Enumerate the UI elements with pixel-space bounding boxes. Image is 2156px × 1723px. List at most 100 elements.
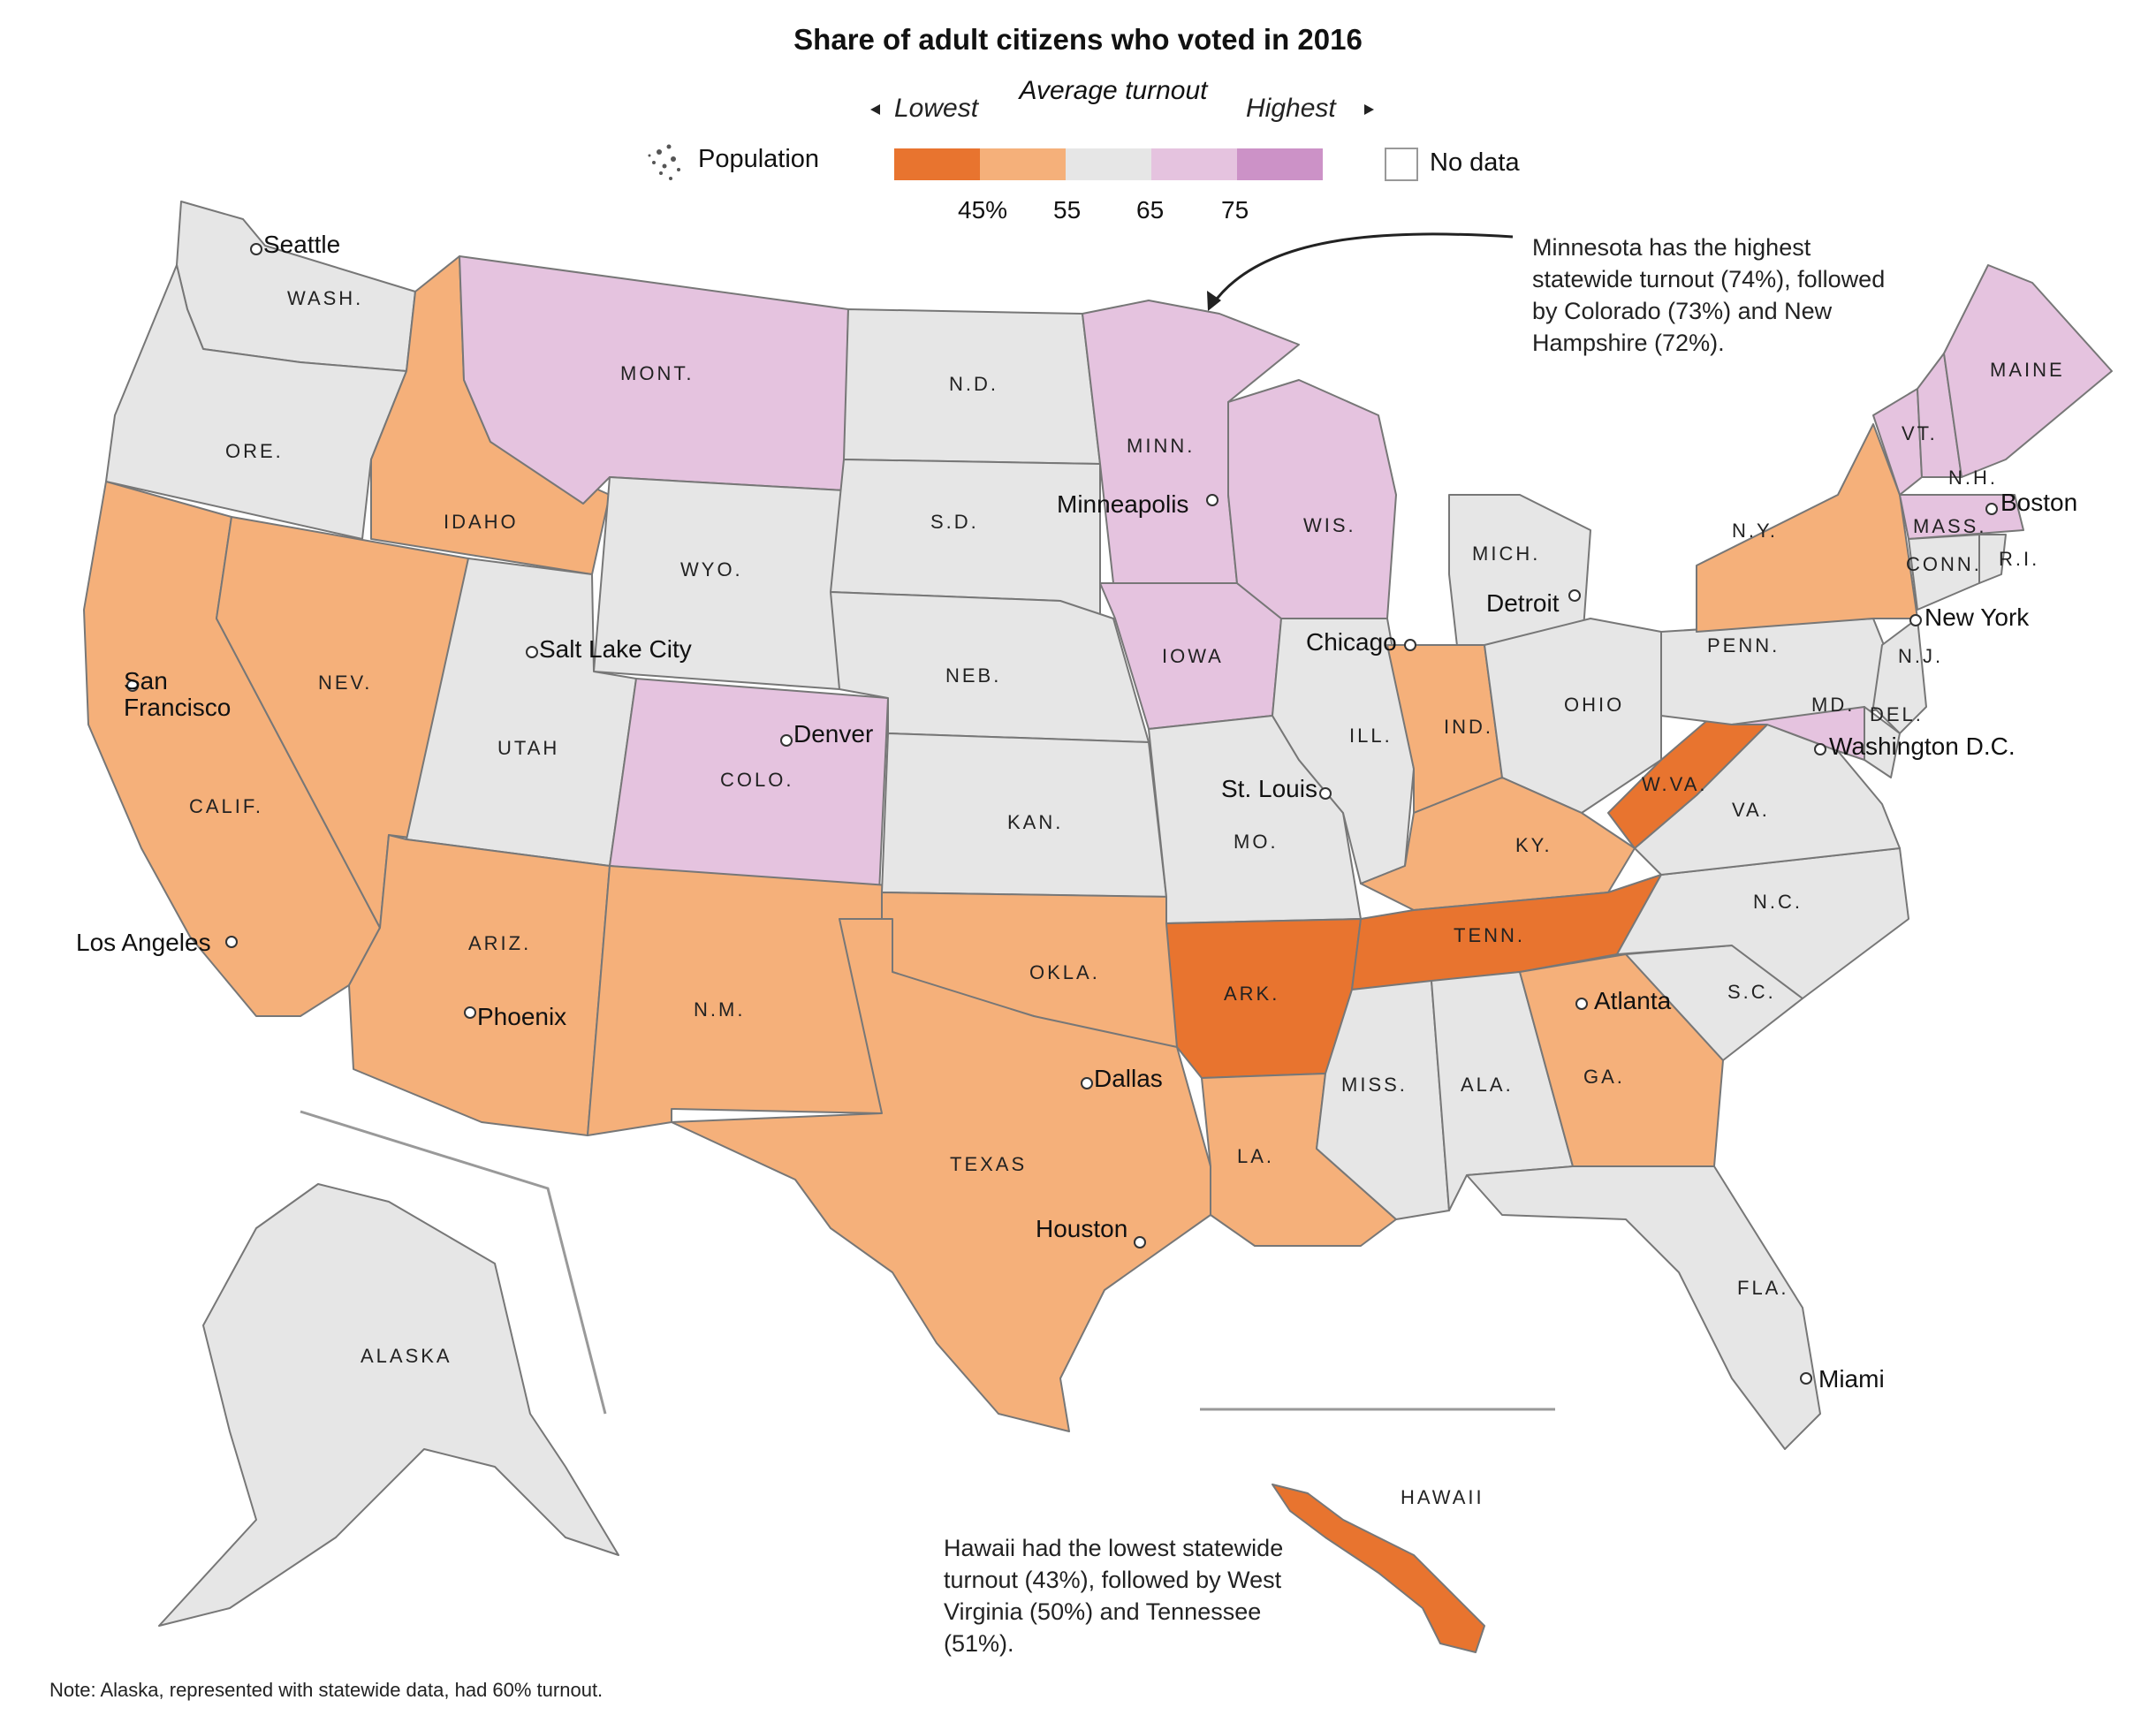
state-label-nh: N.H. [1948, 467, 1998, 489]
city-label-san-francisco: San Francisco [124, 667, 232, 721]
state-label-wash: WASH. [287, 287, 364, 309]
state-label-va: VA. [1732, 799, 1770, 821]
state-label-iowa: IOWA [1162, 645, 1224, 667]
legend-tick-55: 55 [1053, 196, 1082, 224]
state-label-nm: N.M. [694, 998, 746, 1021]
legend-highest-label: Highest [1246, 94, 1336, 123]
city-marker-denver [780, 734, 793, 747]
state-label-ariz: ARIZ. [468, 932, 532, 954]
state-label-sc: S.C. [1727, 981, 1776, 1003]
state-label-hawaii: HAWAII [1401, 1486, 1484, 1508]
city-label-washington-dc: Washington D.C. [1829, 732, 2016, 760]
state-label-sd: S.D. [930, 511, 979, 533]
state-label-texas: TEXAS [950, 1153, 1028, 1175]
state-label-ri: R.I. [1999, 548, 2040, 570]
no-data-swatch [1385, 148, 1418, 181]
city-label-boston: Boston [2000, 489, 2078, 516]
annotation-arrow [1211, 232, 1514, 306]
legend-average-label: Average turnout [1019, 76, 1208, 105]
city-label-chicago: Chicago [1306, 628, 1397, 656]
state-label-okla: OKLA. [1029, 961, 1100, 983]
state-label-ore: ORE. [225, 440, 284, 462]
legend-tick-75: 75 [1221, 196, 1249, 224]
legend-no-data-label: No data [1430, 148, 1520, 177]
annotation-lowest-turnout: Hawaii had the lowest statewide turnout … [944, 1535, 1284, 1657]
city-label-minneapolis: Minneapolis [1057, 490, 1189, 518]
legend-bin-average [1066, 148, 1151, 180]
city-label-atlanta: Atlanta [1594, 987, 1672, 1014]
city-label-new-york: New York [1924, 603, 2030, 631]
city-label-seattle: Seattle [263, 231, 341, 258]
state-label-minn: MINN. [1127, 435, 1196, 457]
state-label-alaska: ALASKA [361, 1345, 452, 1367]
state-shape-wa [176, 201, 416, 372]
legend-population-label: Population [698, 145, 820, 173]
state-shape-ny [1696, 423, 1918, 633]
state-label-mont: MONT. [620, 362, 695, 384]
state-label-wis: WIS. [1303, 514, 1356, 536]
city-label-denver: Denver [793, 720, 874, 748]
state-shape-az [348, 834, 611, 1136]
legend-tick-45: 45% [958, 196, 1008, 224]
city-label-st-louis: St. Louis [1221, 775, 1317, 802]
state-label-mich: MICH. [1472, 543, 1541, 565]
state-label-ill: ILL. [1349, 725, 1393, 747]
legend-color-scale [894, 148, 1323, 180]
city-label-detroit: Detroit [1486, 589, 1560, 617]
state-label-penn: PENN. [1707, 634, 1780, 657]
city-marker-newyork [1909, 614, 1922, 626]
state-label-tenn: TENN. [1454, 924, 1525, 946]
city-label-salt-lake-city: Salt Lake City [539, 635, 692, 663]
state-label-mass: MASS. [1913, 515, 1987, 537]
city-label-los-angeles: Los Angeles [76, 929, 211, 956]
city-marker-houston [1134, 1236, 1146, 1249]
city-marker-detroit [1568, 589, 1581, 602]
state-label-md: MD. [1811, 694, 1856, 716]
legend-lowest-label: Lowest [894, 94, 979, 123]
city-label-miami: Miami [1818, 1365, 1885, 1393]
state-shape-hi [1272, 1484, 1485, 1653]
city-marker-dc [1814, 743, 1826, 755]
state-label-maine: MAINE [1990, 359, 2065, 381]
state-shape-wi [1227, 379, 1397, 619]
state-label-vt: VT. [1902, 422, 1938, 444]
legend-bin-lowest [894, 148, 980, 180]
annotation-arrowhead [1207, 291, 1221, 311]
city-marker-seattle [250, 243, 262, 255]
alaska-inset-divider [300, 1110, 607, 1415]
city-marker-minneapolis [1206, 494, 1218, 506]
city-marker-phoenix [464, 1006, 476, 1019]
highest-arrow-icon [1364, 104, 1374, 115]
city-marker-stlouis [1319, 787, 1332, 800]
state-label-ohio: OHIO [1564, 694, 1625, 716]
state-shape-fl [1466, 1165, 1821, 1450]
state-label-neb: NEB. [945, 664, 1002, 687]
city-label-houston: Houston [1036, 1215, 1128, 1242]
city-marker-boston [1985, 503, 1998, 515]
city-marker-miami [1800, 1372, 1812, 1385]
state-shape-tx [671, 918, 1211, 1432]
state-label-mo: MO. [1234, 831, 1279, 853]
city-marker-chicago [1404, 639, 1416, 651]
state-label-nc: N.C. [1753, 891, 1803, 913]
legend-tick-65: 65 [1136, 196, 1165, 224]
population-dots-icon [648, 144, 680, 180]
state-label-ark: ARK. [1224, 983, 1280, 1005]
city-marker-sf [126, 679, 139, 692]
legend-bin-low [980, 148, 1066, 180]
state-label-del: DEL. [1870, 703, 1924, 725]
state-shape-md [1731, 706, 1865, 761]
state-label-nev: NEV. [318, 672, 373, 694]
state-label-ind: IND. [1444, 716, 1493, 738]
state-label-nj: N.J. [1898, 645, 1944, 667]
state-label-utah: UTAH [497, 737, 560, 759]
state-label-ny: N.Y. [1732, 520, 1778, 542]
footnote: Note: Alaska, represented with statewide… [49, 1679, 604, 1701]
state-label-wyo: WYO. [680, 558, 743, 581]
state-shape-ak [158, 1183, 619, 1627]
state-label-ga: GA. [1583, 1066, 1625, 1088]
state-label-wva: W.VA. [1642, 773, 1708, 795]
state-label-conn: CONN. [1906, 553, 1982, 575]
state-label-kan: KAN. [1007, 811, 1064, 833]
